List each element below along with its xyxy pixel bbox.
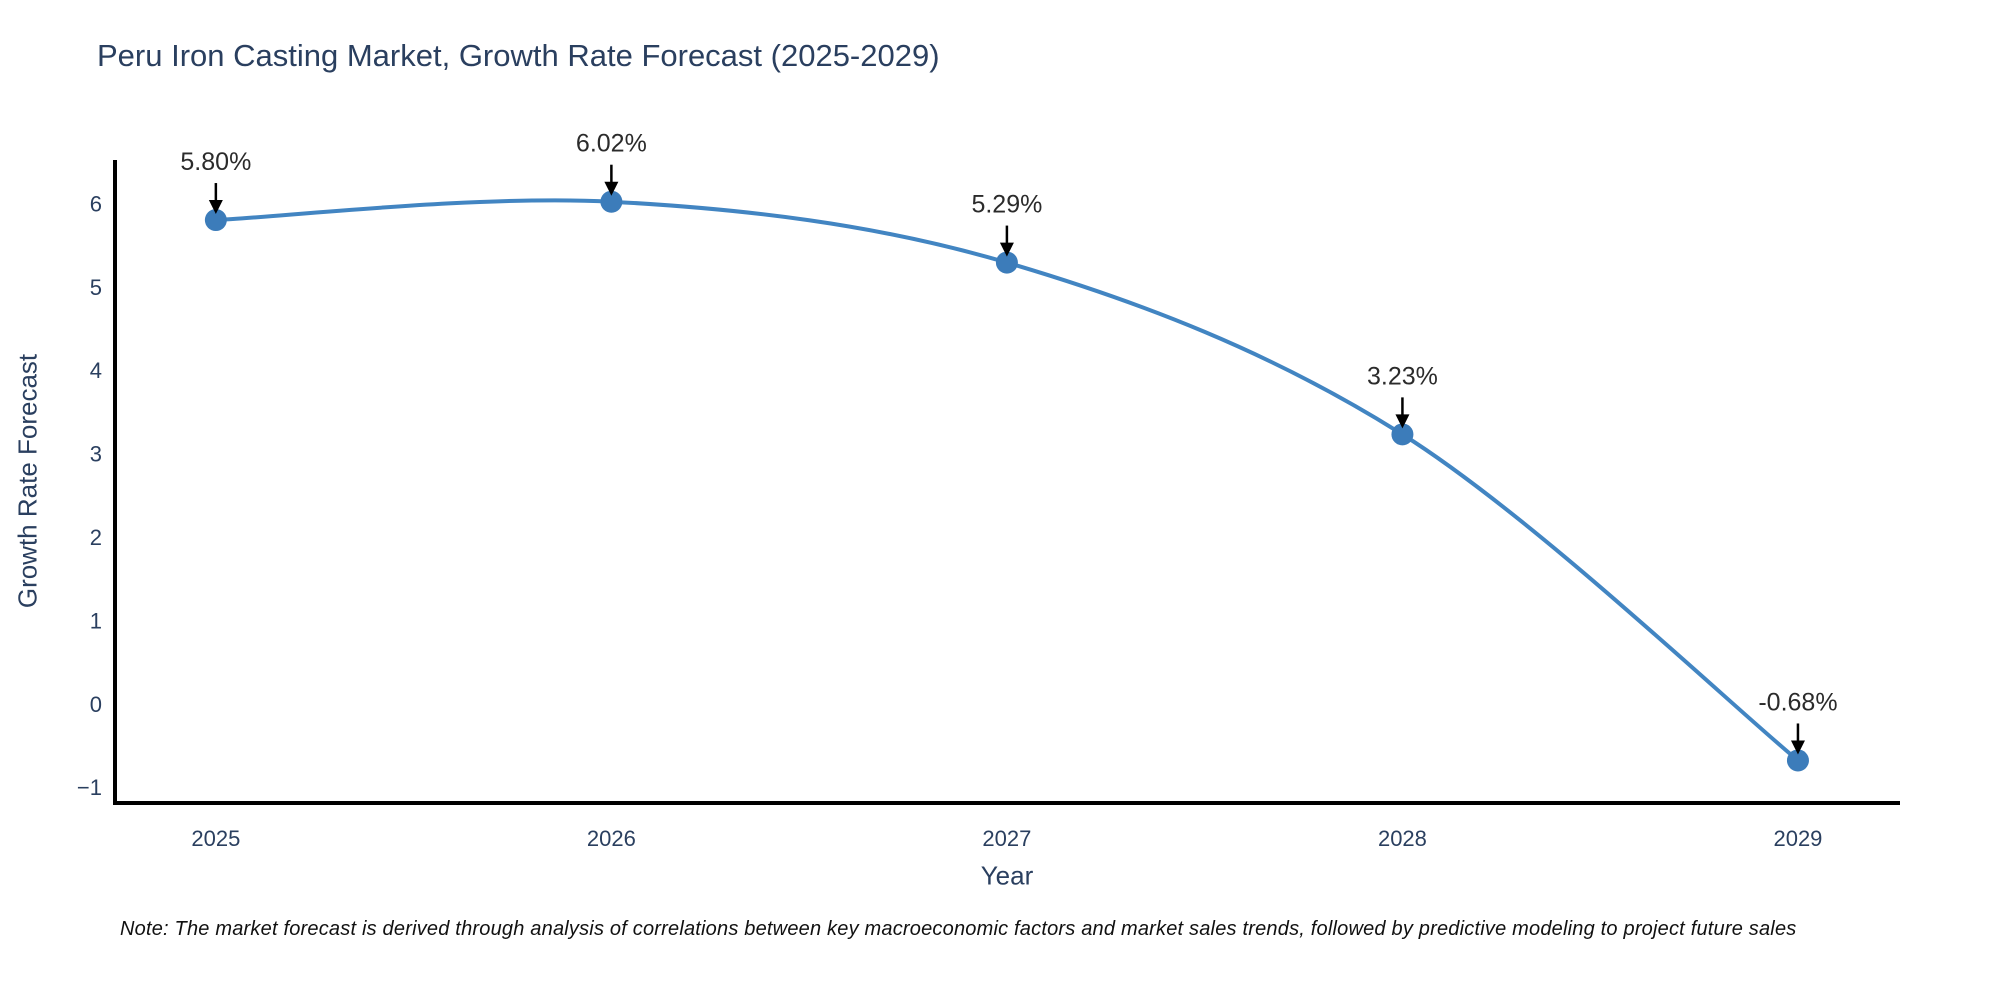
y-tick-label: 1 (90, 608, 102, 633)
annotation-arrow-head (1790, 740, 1805, 755)
annotation-arrow-head (999, 242, 1014, 257)
y-tick-label: 4 (90, 358, 102, 383)
data-point-marker (1786, 749, 1809, 772)
data-point-marker (204, 209, 227, 232)
y-tick-label: 3 (90, 442, 102, 467)
annotation-arrow-head (604, 181, 619, 196)
y-tick-label: −1 (77, 775, 102, 800)
y-tick-label: 2 (90, 525, 102, 550)
data-point-marker (600, 190, 623, 213)
x-tick-label: 2025 (191, 826, 240, 851)
y-tick-label: 5 (90, 275, 102, 300)
chart-footnote: Note: The market forecast is derived thr… (120, 918, 1797, 940)
data-point-label: 5.29% (971, 191, 1042, 219)
axis-spines (113, 160, 1900, 805)
data-point-marker (995, 251, 1018, 274)
data-point-label: 3.23% (1367, 362, 1438, 390)
annotation-arrow-head (208, 200, 223, 215)
annotation-arrow-head (1395, 414, 1410, 429)
chart-title: Peru Iron Casting Market, Growth Rate Fo… (97, 38, 940, 73)
data-point-label: 5.80% (180, 148, 251, 176)
x-axis-title: Year (980, 860, 1034, 891)
x-tick-label: 2029 (1773, 826, 1822, 851)
x-tick-label: 2026 (587, 826, 636, 851)
y-tick-label: 6 (90, 191, 102, 216)
data-point-marker (1391, 423, 1414, 446)
y-tick-label: 0 (90, 692, 102, 717)
data-point-label: -0.68% (1758, 688, 1837, 716)
x-tick-label: 2027 (982, 826, 1031, 851)
line-series (215, 198, 1800, 763)
data-point-label: 6.02% (576, 130, 647, 158)
x-tick-label: 2028 (1378, 826, 1427, 851)
